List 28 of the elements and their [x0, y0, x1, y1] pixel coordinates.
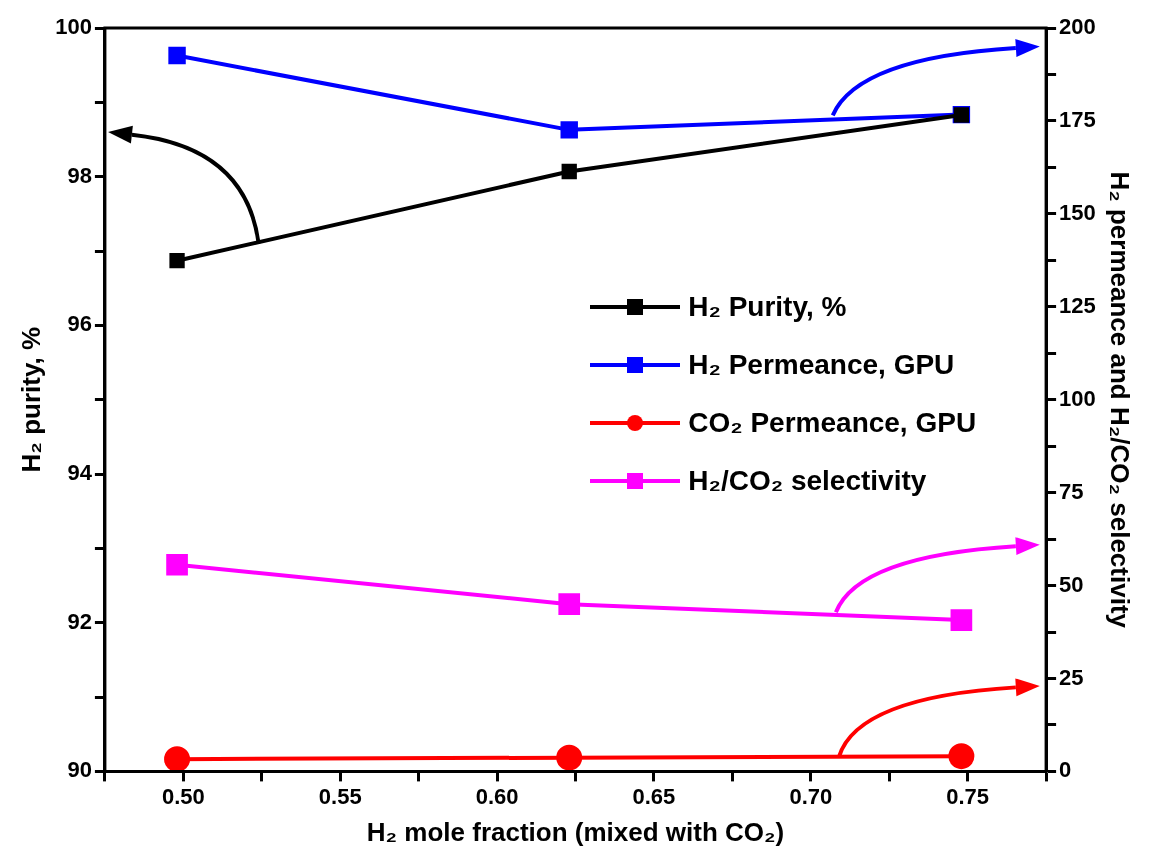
- x-tick-label: 0.55: [318, 783, 362, 809]
- x-tick-label: 0.60: [475, 783, 519, 809]
- y2-tick-label: 125: [1059, 292, 1096, 318]
- y-tick-label: 90: [67, 757, 92, 783]
- y2-tick-label: 200: [1059, 14, 1096, 40]
- y-axis-title: H₂ purity, %: [15, 326, 46, 473]
- legend-label: H₂/CO₂ selectivity: [688, 465, 927, 497]
- y2-tick-label: 150: [1059, 199, 1096, 225]
- y2-tick-label: 100: [1059, 385, 1096, 411]
- x-tick-label: 0.70: [789, 783, 833, 809]
- y-tick-label: 94: [67, 460, 93, 486]
- y-tick-label: 100: [55, 14, 92, 40]
- y2-axis-title: H₂ permeance and H₂/CO₂ selectivity: [1105, 171, 1136, 629]
- x-tick-label: 0.50: [161, 783, 205, 809]
- x-tick-label: 0.65: [632, 783, 676, 809]
- legend-label: H₂ Purity, %: [688, 291, 847, 323]
- y-tick-label: 98: [67, 162, 92, 188]
- x-tick-label: 0.75: [946, 783, 990, 809]
- y2-tick-label: 0: [1059, 757, 1072, 783]
- legend-label: CO₂ Permeance, GPU: [688, 407, 977, 439]
- y-tick-label: 92: [67, 608, 92, 634]
- y2-tick-label: 175: [1059, 106, 1096, 132]
- y2-tick-label: 25: [1059, 664, 1084, 690]
- y2-tick-label: 75: [1059, 478, 1084, 504]
- y2-tick-label: 50: [1059, 571, 1084, 597]
- y-tick-label: 96: [67, 311, 92, 337]
- x-axis-title: H₂ mole fraction (mixed with CO₂): [366, 816, 785, 847]
- legend-label: H₂ Permeance, GPU: [688, 349, 955, 381]
